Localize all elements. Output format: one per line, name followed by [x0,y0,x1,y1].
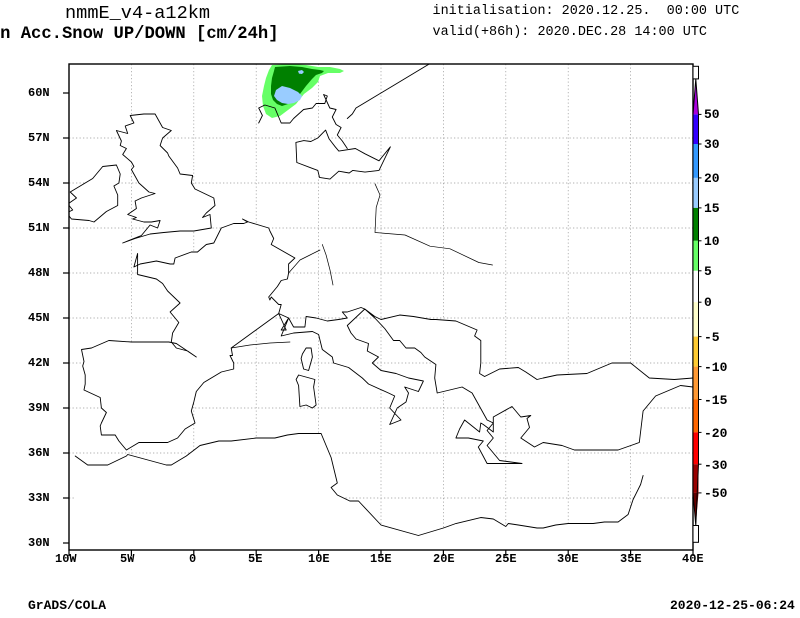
border_it_fr_ch [289,250,320,273]
scandinavia2_line [347,63,431,119]
border_de_pl_cz_at [375,184,493,265]
mainland_fill [82,219,714,464]
ireland_fill [67,165,121,222]
gb_fill [116,114,215,243]
border_spain_france [231,342,290,348]
border_fr_de [322,245,333,286]
nafrica_fill [75,434,643,559]
